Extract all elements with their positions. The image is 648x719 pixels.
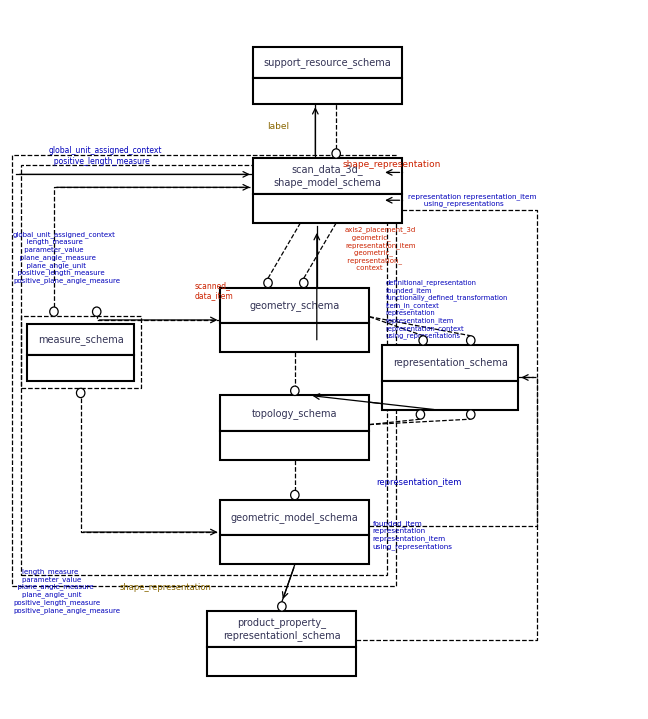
Bar	[220, 535, 369, 564]
Circle shape	[467, 410, 475, 419]
Text: geometry_schema: geometry_schema	[249, 300, 340, 311]
Bar	[220, 395, 369, 431]
Text: definitional_representation
founded_item
functionally_defined_transformation
ite: definitional_representation founded_item…	[386, 279, 508, 339]
Text: label: label	[267, 122, 289, 131]
Bar	[21, 165, 387, 575]
Circle shape	[467, 336, 475, 345]
Text: representation_schema: representation_schema	[393, 357, 508, 368]
Circle shape	[291, 386, 299, 395]
Text: topology_schema: topology_schema	[252, 408, 338, 418]
Text: scan_data_3d_
shape_model_schema: scan_data_3d_ shape_model_schema	[273, 164, 381, 188]
Bar	[220, 288, 369, 324]
Text: length_measure
    parameter_value
  plane_angle_measure
    plane_angle_unit
po: length_measure parameter_value plane_ang…	[13, 568, 120, 613]
Text: founded_item
representation
representation_item
using_representations: founded_item representation representati…	[373, 521, 452, 550]
Bar	[27, 324, 134, 355]
Bar	[207, 647, 356, 676]
Bar	[220, 324, 369, 352]
Bar	[382, 381, 518, 410]
Circle shape	[332, 149, 340, 158]
Text: support_resource_schema: support_resource_schema	[263, 57, 391, 68]
Circle shape	[264, 278, 272, 288]
Circle shape	[277, 602, 286, 611]
Text: shape_representation: shape_representation	[343, 160, 441, 169]
Text: scanned_
data_item: scanned_ data_item	[194, 281, 233, 301]
Circle shape	[419, 336, 428, 345]
Circle shape	[76, 388, 85, 398]
Text: geometric_model_schema: geometric_model_schema	[231, 512, 359, 523]
Bar	[220, 431, 369, 460]
Bar	[207, 611, 356, 647]
Text: representation representation_item
       using_representations: representation representation_item using…	[408, 193, 537, 208]
Bar	[220, 500, 369, 535]
Text: measure_schema: measure_schema	[38, 334, 124, 345]
Text: shape_representation: shape_representation	[120, 583, 212, 592]
Bar	[253, 78, 402, 104]
Circle shape	[416, 410, 424, 419]
Text: product_property_
representationl_schema: product_property_ representationl_schema	[223, 617, 341, 641]
Bar	[12, 155, 396, 586]
Bar	[21, 316, 141, 388]
Bar	[253, 47, 402, 78]
Circle shape	[93, 307, 101, 316]
Text: axis2_placement_3d
   geometric_
representation_item
    geometric_
 representat: axis2_placement_3d geometric_ representa…	[345, 226, 417, 271]
Circle shape	[299, 278, 308, 288]
Bar	[253, 158, 402, 194]
Text: representation_item: representation_item	[376, 478, 461, 487]
Bar	[382, 345, 518, 381]
Bar	[253, 194, 402, 223]
Bar	[27, 355, 134, 381]
Circle shape	[50, 307, 58, 316]
Text: global_unit_assigned_context
      length_measure
     parameter_value
   plane_: global_unit_assigned_context length_meas…	[13, 231, 120, 284]
Circle shape	[291, 490, 299, 500]
Text: global_unit_assigned_context
  positive_length_measure: global_unit_assigned_context positive_le…	[49, 147, 162, 166]
